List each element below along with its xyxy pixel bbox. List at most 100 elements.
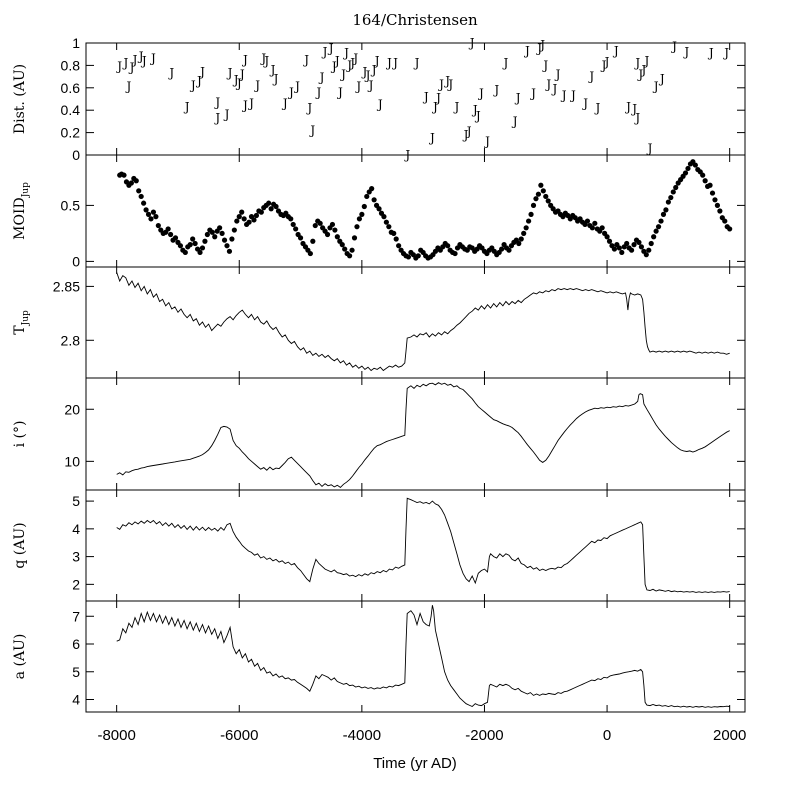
encounter-marker: J <box>287 85 294 99</box>
moid-point <box>359 211 365 217</box>
encounter-marker: J <box>643 54 650 68</box>
moid-point <box>219 230 225 236</box>
encounter-marker: J <box>308 123 315 137</box>
encounter-marker: J <box>354 80 361 94</box>
moid-point <box>153 214 159 220</box>
moid-point <box>631 242 637 248</box>
encounter-marker: J <box>223 108 230 122</box>
encounter-marker: J <box>385 56 392 70</box>
moid-point <box>155 222 161 229</box>
y-tick-label: 2 <box>72 576 80 592</box>
moid-point <box>727 226 733 232</box>
moid-point <box>342 246 348 252</box>
encounter-marker: J <box>302 53 309 67</box>
series-line-q <box>116 497 730 593</box>
encounter-marker: J <box>272 72 279 86</box>
moid-point <box>266 200 272 206</box>
series-line-incl <box>116 382 730 488</box>
moid-point <box>396 243 402 249</box>
encounter-marker: J <box>633 111 640 125</box>
moid-point <box>136 188 142 194</box>
encounter-marker: J <box>115 60 122 74</box>
encounter-marker: J <box>658 72 665 86</box>
encounter-marker: J <box>361 65 368 79</box>
y-tick-label: 0.4 <box>61 102 81 118</box>
y-tick-label: 0.5 <box>61 197 81 213</box>
moid-point <box>268 206 274 212</box>
encounter-marker: J <box>391 56 398 70</box>
encounter-marker: J <box>551 82 558 96</box>
moid-point <box>383 219 389 225</box>
y-axis-title: TJup <box>12 310 31 335</box>
encounter-marker: J <box>502 56 509 70</box>
moid-point <box>224 243 230 249</box>
moid-point <box>712 197 718 203</box>
moid-point <box>376 206 382 212</box>
moid-point <box>604 234 610 240</box>
encounter-marker: J <box>652 80 659 94</box>
encounter-marker: J <box>569 89 576 103</box>
moid-point <box>535 191 542 197</box>
encounter-marker: J <box>465 124 472 138</box>
moid-point <box>653 228 659 234</box>
moid-point <box>138 193 144 200</box>
moid-point <box>540 188 546 194</box>
encounter-marker: J <box>198 65 205 79</box>
moid-point <box>150 209 157 215</box>
encounter-marker: J <box>336 85 343 99</box>
x-tick-label: -6000 <box>220 727 258 744</box>
moid-point <box>381 214 387 220</box>
encounter-marker: J <box>612 44 619 58</box>
encounter-marker: J <box>348 56 355 70</box>
encounter-marker: J <box>722 46 729 60</box>
y-tick-label: 10 <box>64 453 80 469</box>
encounter-marker: J <box>183 100 190 114</box>
moid-point <box>221 237 228 243</box>
encounter-marker: J <box>345 58 352 72</box>
encounter-marker: J <box>581 96 588 110</box>
encounter-marker: J <box>670 39 677 53</box>
series-line-tjup <box>116 272 730 372</box>
moid-point <box>393 236 399 242</box>
y-tick-label: 3 <box>72 549 80 565</box>
panel-frame <box>85 266 746 379</box>
encounter-marker: J <box>367 79 374 93</box>
encounter-marker: J <box>253 79 260 93</box>
encounter-marker: J <box>600 58 607 72</box>
moid-point <box>663 207 669 213</box>
panel-q: 2 3 4 5 q (AU) <box>12 489 746 602</box>
moid-point <box>239 209 245 215</box>
moid-point <box>506 247 512 253</box>
moid-point <box>658 218 664 224</box>
encounter-marker: J <box>483 135 490 149</box>
moid-point <box>312 222 318 229</box>
moid-point <box>722 218 728 224</box>
moid-point <box>172 235 179 241</box>
moid-point <box>545 198 551 204</box>
x-axis-title: Time (yr AD) <box>373 755 457 772</box>
encounter-marker: J <box>443 74 450 88</box>
encounter-marker: J <box>376 98 383 112</box>
y-axis-title-subscript: Jup <box>21 182 31 198</box>
moid-point <box>241 216 247 222</box>
moid-point <box>685 165 691 172</box>
moid-point <box>236 214 242 220</box>
moid-point <box>521 230 527 236</box>
y-axis-title-main: Dist. (AU) <box>12 64 28 134</box>
moid-point <box>391 230 397 236</box>
y-axis-title: i (°) <box>12 421 28 448</box>
moid-point <box>364 193 370 200</box>
encounter-marker: J <box>462 128 469 142</box>
y-tick-label: 0.6 <box>61 80 81 96</box>
moid-point <box>246 219 252 225</box>
moid-point <box>334 234 340 240</box>
moid-point <box>349 247 355 253</box>
moid-point <box>288 216 294 222</box>
moid-point <box>670 189 676 195</box>
moid-point <box>143 207 149 213</box>
encounter-marker: J <box>541 58 548 72</box>
moid-point <box>356 216 363 222</box>
encounter-marker: J <box>305 101 312 115</box>
moid-point <box>182 249 188 256</box>
moid-point <box>190 236 196 242</box>
